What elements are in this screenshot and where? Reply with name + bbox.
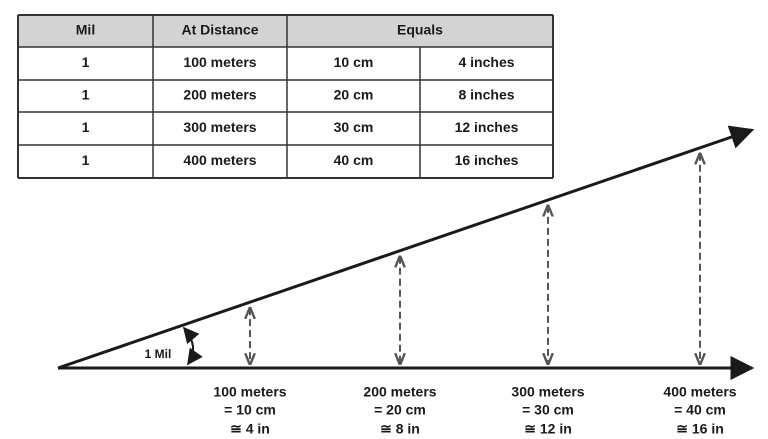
table-cell: 1 xyxy=(82,54,90,70)
marker-cm: = 10 cm xyxy=(224,402,276,418)
table-cell: 1 xyxy=(82,152,90,168)
table-cell: 1 xyxy=(82,119,90,135)
conversion-table: Mil At Distance Equals 1 100 meters 10 cm 4 in… xyxy=(17,14,554,179)
marker-inches: ≅ 12 in xyxy=(524,421,572,437)
table-cell: 1 xyxy=(82,87,90,103)
table-cell: 8 inches xyxy=(458,87,514,103)
table-cell: 100 meters xyxy=(183,54,256,70)
marker-cm: = 30 cm xyxy=(522,402,574,418)
marker-inches: ≅ 8 in xyxy=(380,421,420,437)
marker-inches: ≅ 4 in xyxy=(230,421,270,437)
marker-distance: 100 meters xyxy=(213,384,286,400)
table-cell: 400 meters xyxy=(183,152,256,168)
header-cell: Equals xyxy=(397,22,443,38)
marker-distance: 200 meters xyxy=(363,384,436,400)
marker-cm: = 20 cm xyxy=(374,402,426,418)
header-cell: Mil xyxy=(76,22,95,38)
table-cell: 10 cm xyxy=(334,54,374,70)
table-cell: 4 inches xyxy=(458,54,514,70)
header-bg xyxy=(18,15,553,47)
marker-cm: = 40 cm xyxy=(674,402,726,418)
header-cell: At Distance xyxy=(181,22,258,38)
table-cell: 20 cm xyxy=(334,87,374,103)
table-cell: 16 inches xyxy=(455,152,519,168)
angle-label: 1 Mil xyxy=(145,347,172,361)
table-cell: 200 meters xyxy=(183,87,256,103)
table-cell: 40 cm xyxy=(334,152,374,168)
marker-inches: ≅ 16 in xyxy=(676,421,724,437)
marker-distance: 300 meters xyxy=(511,384,584,400)
angle-line xyxy=(57,125,755,370)
markers: 100 meters = 10 cm ≅ 4 in 200 meters = 20 cm… xyxy=(213,154,737,437)
table-cell: 30 cm xyxy=(334,119,374,135)
table-cell: 12 inches xyxy=(455,119,519,135)
marker-distance: 400 meters xyxy=(663,384,736,400)
table-cell: 300 meters xyxy=(183,119,256,135)
angle-arc xyxy=(182,326,203,366)
